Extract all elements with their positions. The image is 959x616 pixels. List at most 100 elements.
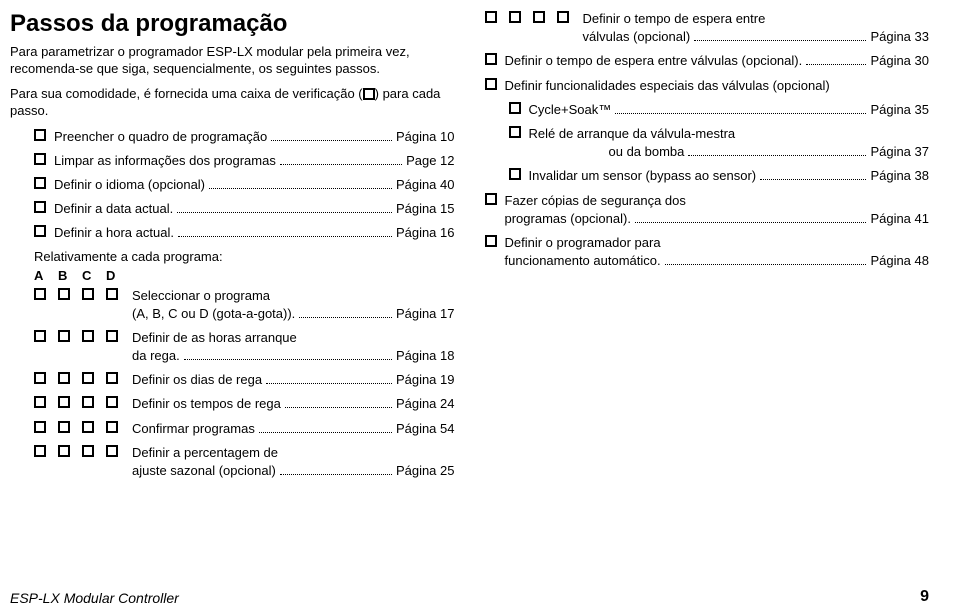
checkbox-icon: [509, 168, 521, 180]
grid-label-2: da rega.: [132, 347, 180, 365]
page-ref: Página 16: [396, 224, 455, 242]
checkbox-icon: [485, 193, 497, 205]
list-item-label: Preencher o quadro de programação: [54, 128, 267, 146]
page-ref: Página 25: [396, 462, 455, 480]
list-item-label: Definir a hora actual.: [54, 224, 174, 242]
list-item: Invalidar um sensor (bypass ao sensor)Pá…: [509, 167, 930, 185]
page-ref: Página 30: [870, 52, 929, 70]
page-ref: Página 37: [870, 143, 929, 161]
list-item: Definir o idioma (opcional)Página 40: [34, 176, 455, 194]
leader-dots: [285, 407, 392, 408]
list-item-label: Definir o tempo de espera entre válvulas…: [505, 52, 803, 70]
program-letters: ABCD: [34, 268, 455, 283]
intro-paragraph-2: Para sua comodidade, é fornecida uma cai…: [10, 86, 455, 120]
leader-dots: [665, 264, 867, 265]
page-ref: Página 48: [870, 252, 929, 270]
checkbox-icon: [82, 330, 94, 342]
leader-dots: [615, 113, 866, 114]
grid-label: Definir os tempos de rega: [132, 395, 281, 413]
grid-label-2: ajuste sazonal (opcional): [132, 462, 276, 480]
checkbox-row: [34, 444, 118, 457]
checkbox-icon: [34, 372, 46, 384]
checkbox-icon: [34, 445, 46, 457]
page-ref: Página 35: [870, 101, 929, 119]
checkbox-icon: [485, 78, 497, 90]
checkbox-icon: [58, 372, 70, 384]
grid-label: Definir os dias de rega: [132, 371, 262, 389]
checkbox-icon: [58, 396, 70, 408]
leader-dots: [184, 359, 392, 360]
section-header: Relativamente a cada programa:: [34, 249, 455, 264]
letter-b: B: [58, 268, 82, 283]
checkbox-icon: [82, 372, 94, 384]
checkbox-icon: [106, 421, 118, 433]
letter-d: D: [106, 268, 130, 283]
grid-row: Confirmar programasPágina 54: [34, 420, 455, 438]
list-item: Definir o programador para funcionamento…: [485, 234, 930, 270]
checkbox-icon: [485, 11, 497, 23]
checkbox-row: [34, 329, 118, 342]
checkbox-icon: [34, 421, 46, 433]
list-item-label: Definir o programador para: [505, 234, 930, 252]
checkbox-icon: [106, 445, 118, 457]
leader-dots: [280, 164, 402, 165]
left-list: Preencher o quadro de programação Página …: [34, 128, 455, 243]
leader-dots: [271, 140, 392, 141]
checkbox-icon: [34, 225, 46, 237]
list-item: Relé de arranque da válvula-mestra ou da…: [509, 125, 930, 161]
page-ref: Página 41: [870, 210, 929, 228]
checkbox-icon: [82, 396, 94, 408]
checkbox-icon: [34, 330, 46, 342]
right-column: Definir o tempo de espera entre válvulas…: [485, 10, 930, 486]
page-number: 9: [920, 588, 929, 606]
page-ref: Página 17: [396, 305, 455, 323]
checkbox-icon: [509, 11, 521, 23]
page-title: Passos da programação: [10, 10, 455, 38]
checkbox-icon: [34, 177, 46, 189]
left-column: Passos da programação Para parametrizar …: [10, 10, 455, 486]
grid-label-2: (A, B, C ou D (gota-a-gota)).: [132, 305, 295, 323]
letter-c: C: [82, 268, 106, 283]
list-item: Definir o tempo de espera entre válvulas…: [485, 52, 930, 70]
checkbox-icon: [34, 129, 46, 141]
checkbox-row: [485, 10, 569, 23]
checkbox-icon: [82, 445, 94, 457]
checkbox-icon: [58, 330, 70, 342]
leader-dots: [688, 155, 866, 156]
checkbox-icon: [485, 235, 497, 247]
leader-dots: [299, 317, 392, 318]
list-item-label: Cycle+Soak™: [529, 101, 612, 119]
page-ref: Página 19: [396, 371, 455, 389]
list-item-label-2: funcionamento automático.: [505, 252, 661, 270]
checkbox-icon: [82, 288, 94, 300]
page-ref: Página 24: [396, 395, 455, 413]
checkbox-icon: [34, 396, 46, 408]
checkbox-row: [34, 420, 118, 433]
page-ref: Página 33: [870, 28, 929, 46]
page-ref: Page 12: [406, 152, 454, 170]
checkbox-row: [34, 287, 118, 300]
list-item-label-2: programas (opcional).: [505, 210, 631, 228]
leader-dots: [280, 474, 392, 475]
checkbox-icon: [58, 445, 70, 457]
list-item-label: Relé de arranque da válvula-mestra: [529, 125, 930, 143]
list-item: Definir a data actual.Página 15: [34, 200, 455, 218]
grid-row: Seleccionar o programa (A, B, C ou D (go…: [34, 287, 455, 323]
leader-dots: [178, 236, 392, 237]
list-item-label: Definir a data actual.: [54, 200, 173, 218]
nested-list: Cycle+Soak™ Página 35 Relé de arranque da…: [509, 101, 930, 186]
grid-label: Definir de as horas arranque: [132, 329, 455, 347]
list-item-label: Fazer cópias de segurança dos: [505, 192, 930, 210]
intro-2a: Para sua comodidade, é fornecida uma cai…: [10, 86, 363, 101]
list-item: Limpar as informações dos programasPage …: [34, 152, 455, 170]
leader-dots: [266, 383, 392, 384]
page-ref: Página 54: [396, 420, 455, 438]
checkbox-row: [34, 395, 118, 408]
checkbox-icon: [557, 11, 569, 23]
letter-a: A: [34, 268, 58, 283]
leader-dots: [209, 188, 392, 189]
leader-dots: [177, 212, 392, 213]
checkbox-icon: [106, 330, 118, 342]
leader-dots: [694, 40, 866, 41]
checkbox-icon: [533, 11, 545, 23]
